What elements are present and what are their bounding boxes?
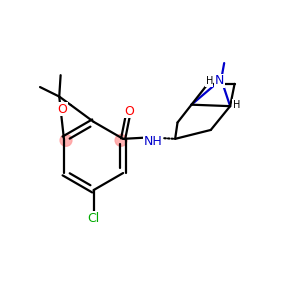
Text: O: O — [57, 103, 67, 116]
Text: O: O — [124, 105, 134, 118]
Circle shape — [60, 134, 72, 146]
Text: N: N — [215, 74, 224, 87]
Text: NH: NH — [144, 135, 163, 148]
Circle shape — [115, 134, 127, 146]
Text: H: H — [233, 100, 240, 110]
Text: Cl: Cl — [87, 212, 100, 225]
Text: H: H — [206, 76, 213, 86]
